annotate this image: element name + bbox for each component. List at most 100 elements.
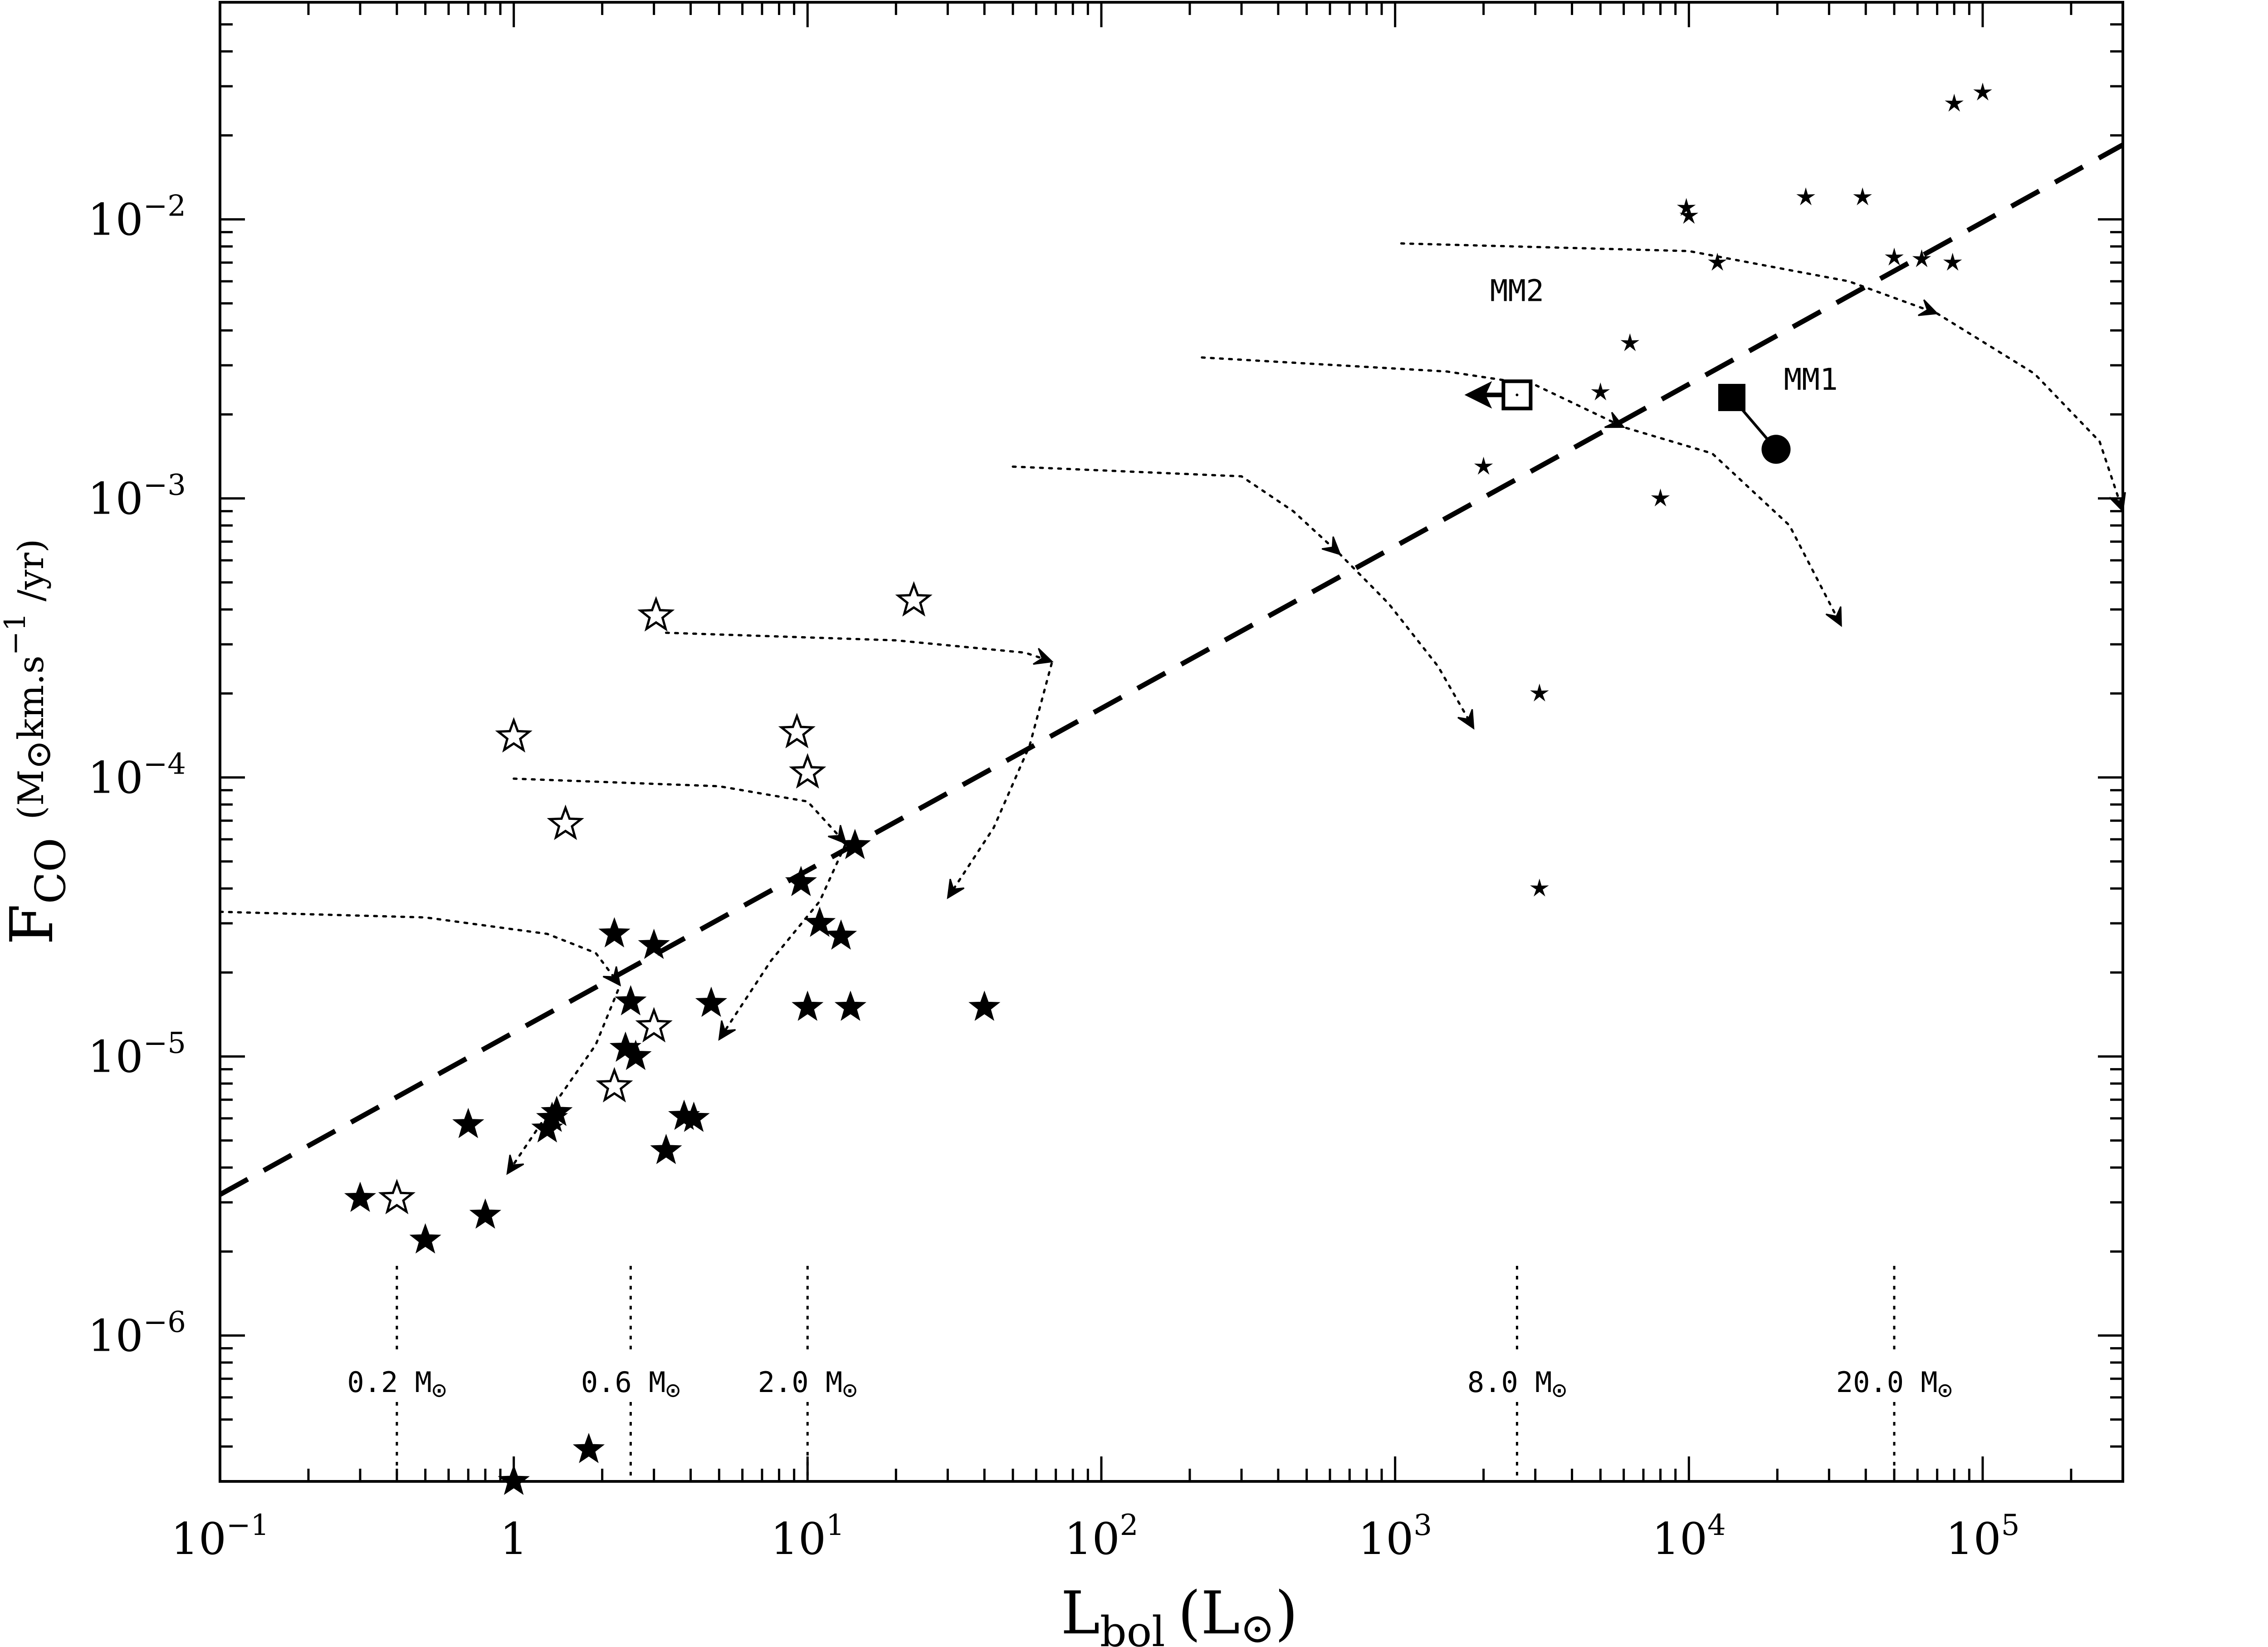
small-star-point [1912, 249, 1931, 267]
x-axis-title-close: ) [1275, 1578, 1298, 1647]
evolution-track [1201, 356, 1843, 627]
filled-star-point [804, 907, 836, 937]
evolution-track [665, 632, 1054, 899]
y-axis-title-main: F [0, 904, 66, 945]
annotation-mm1: MM1 [1784, 362, 1838, 397]
small-star-point [1796, 187, 1815, 206]
open-star-point [895, 581, 933, 617]
x-tick-label: 102 [1065, 1509, 1139, 1564]
evolution-track [513, 777, 847, 1041]
y-tick-label: 10−5 [88, 1026, 186, 1082]
x-tick-labels: 10−1 1 101 102 103 104 105 [171, 1509, 2020, 1564]
major-ticks [219, 2, 2123, 1481]
x-tick-label: 1 [500, 1514, 528, 1564]
filled-star-point [834, 990, 867, 1021]
open-star-point [596, 1067, 633, 1103]
filled-star-point [541, 1095, 573, 1126]
x-axis-title: Lbol (L⊙) [1061, 1578, 1298, 1647]
sun-symbol: ⊙ [18, 740, 59, 770]
minor-ticks [220, 1, 2124, 1483]
mass-label: 20.0 M⊙ [1836, 1366, 1952, 1404]
small-star-point [1620, 333, 1640, 352]
small-star-point [1679, 206, 1699, 224]
filled-star-point [498, 1465, 530, 1495]
y-axis-title-unit-pre: (M [11, 770, 52, 819]
filled-star-point [344, 1181, 376, 1212]
mm2-center-dot [1515, 393, 1519, 397]
filled-star-point [785, 866, 817, 897]
x-axis-title-main: L [1061, 1578, 1100, 1647]
x-axis-title-unit: (L [1178, 1578, 1240, 1647]
small-star-point [1885, 247, 1904, 266]
small-star-point [1973, 83, 1992, 101]
track-arrowhead [1033, 647, 1054, 665]
open-star-point [547, 804, 584, 840]
evolution-track [1012, 465, 1475, 730]
small-star-point [1945, 93, 1964, 112]
small-star-point [1651, 488, 1670, 507]
open-star-point [637, 596, 675, 632]
sun-symbol: ⊙ [1240, 1604, 1275, 1647]
y-tick-label: 10−4 [88, 747, 186, 803]
filled-star-point [620, 1039, 652, 1070]
filled-star-point [825, 919, 857, 950]
x-tick-label: 101 [771, 1509, 845, 1564]
small-star-point [1708, 252, 1727, 271]
evolution-track [219, 911, 621, 1175]
small-star-point [1530, 878, 1549, 897]
upper-limit-arrowhead [1464, 381, 1492, 409]
x-axis-title-sub: bol [1100, 1608, 1165, 1647]
mm2-square-point [1501, 379, 1533, 411]
x-tick-label: 104 [1652, 1509, 1726, 1564]
filled-star-point [409, 1223, 441, 1254]
open-star-point [778, 713, 816, 749]
track-arrowhead [506, 1154, 524, 1175]
y-tick-label: 10−3 [88, 469, 186, 524]
filled-star-point [650, 1133, 682, 1164]
filled-star-point [452, 1108, 484, 1138]
mass-label: 0.2 M⊙ [347, 1366, 446, 1404]
mass-label: 2.0 M⊙ [758, 1366, 857, 1404]
track-arrowhead [1825, 606, 1842, 627]
small-star-point [1853, 187, 1872, 206]
filled-star-point [615, 985, 647, 1015]
small-star-point [1677, 198, 1696, 216]
x-tick-label: 10−1 [171, 1509, 269, 1564]
small-star-point [1530, 683, 1549, 702]
y-axis-title-unit-exp: −1 [0, 613, 32, 655]
small-star-point [1591, 382, 1610, 401]
data-points [344, 83, 1992, 1495]
filled-star-point [839, 828, 871, 859]
y-tick-labels: 10−6 10−5 10−4 10−3 10−2 [88, 190, 186, 1362]
y-axis-title: FCO (M⊙km.s−1 /yr) [0, 539, 75, 945]
annotation-mm2: MM2 [1490, 273, 1544, 308]
mass-label: 0.6 M⊙ [581, 1366, 680, 1404]
track-arrowhead [947, 878, 965, 899]
filled-star-point [695, 986, 728, 1017]
annotations: MM2 MM1 [1490, 273, 1838, 397]
small-star-point [1474, 456, 1493, 475]
filled-star-point [598, 917, 631, 948]
mm1-connector [1730, 397, 1777, 451]
track-arrowhead [1457, 709, 1475, 730]
track-arrowhead [602, 966, 621, 987]
open-star-point [495, 717, 533, 753]
track-arrowhead [2109, 492, 2126, 513]
filled-star-point [638, 928, 670, 959]
y-axis-title-unit-mid: km.s [11, 656, 52, 740]
mass-markers: 0.2 M⊙ 0.6 M⊙ 2.0 M⊙ 8.0 M⊙ 20.0 M⊙ [347, 1266, 1952, 1481]
x-tick-label: 105 [1946, 1509, 2020, 1564]
small-star-point [1943, 252, 1962, 271]
y-axis-title-unit-post: /yr) [11, 539, 52, 613]
plot-frame [219, 1, 2124, 1483]
filled-star-point [968, 990, 1001, 1021]
fit-line-dashed [219, 142, 2124, 1197]
open-star-point [378, 1179, 416, 1215]
x-tick-label: 103 [1358, 1509, 1432, 1564]
track-arrowhead [718, 1020, 736, 1041]
open-star-point [789, 753, 826, 789]
y-tick-label: 10−6 [88, 1305, 186, 1361]
filled-star-point [678, 1101, 710, 1132]
filled-star-point [792, 990, 824, 1021]
